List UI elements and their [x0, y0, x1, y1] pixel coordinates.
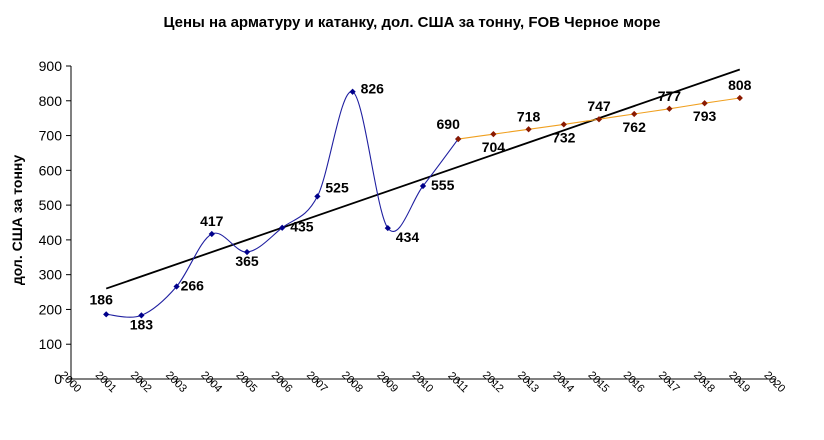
x-tick-label: 2018 [691, 369, 717, 395]
x-tick-label: 2012 [480, 369, 506, 395]
y-tick-label: 400 [39, 232, 63, 248]
trendline-group [105, 68, 741, 290]
y-tick-label: 800 [39, 93, 63, 109]
data-label: 555 [431, 177, 455, 193]
y-tick-label: 900 [39, 58, 63, 74]
data-label: 747 [587, 98, 611, 114]
x-tick-label: 2014 [550, 369, 576, 395]
data-label: 826 [361, 81, 385, 97]
y-axis-title: дол. США за тонну [9, 155, 25, 286]
x-tick-label: 2008 [339, 369, 365, 395]
data-label: 525 [325, 179, 349, 195]
data-point-actual [243, 248, 251, 256]
data-point-forecast [490, 131, 497, 138]
data-label: 183 [130, 316, 154, 332]
data-label: 777 [658, 88, 682, 104]
data-label: 435 [290, 219, 314, 235]
data-label: 417 [200, 213, 224, 229]
series-group [103, 88, 743, 319]
x-tick-label: 2016 [621, 369, 647, 395]
x-tick-label: 2002 [128, 369, 154, 395]
x-tick-label: 2006 [269, 369, 295, 395]
data-point-forecast [666, 105, 673, 112]
data-label: 718 [517, 108, 541, 124]
data-point-forecast [736, 94, 743, 102]
data-label: 704 [482, 139, 506, 155]
data-label: 434 [396, 229, 420, 245]
series-line-actual [106, 91, 459, 318]
data-label: 762 [623, 119, 647, 135]
x-tick-label: 2005 [234, 369, 260, 395]
data-label: 365 [235, 253, 259, 269]
chart-title: Цены на арматуру и катанку, дол. США за … [163, 14, 661, 31]
data-label: 266 [181, 277, 205, 293]
y-tick-label: 100 [39, 336, 63, 352]
data-point-forecast [560, 121, 567, 128]
trend-line [105, 68, 741, 290]
y-tick-label: 300 [39, 267, 63, 283]
data-point-forecast [631, 110, 638, 118]
y-tick-label: 600 [39, 162, 63, 178]
x-tick-label: 2013 [515, 369, 541, 395]
data-point-actual [208, 230, 215, 238]
y-tick-label: 0 [54, 371, 62, 387]
x-tick-label: 2020 [762, 369, 788, 395]
x-tick-label: 2001 [93, 369, 119, 395]
x-tick-label: 2017 [656, 369, 682, 395]
x-tick-label: 2009 [374, 369, 400, 395]
x-tick-label: 2004 [198, 369, 224, 395]
data-point-actual [103, 311, 110, 318]
data-point-actual [173, 283, 180, 290]
x-tick-label: 2007 [304, 369, 330, 395]
data-point-forecast [525, 126, 532, 133]
data-label: 186 [90, 291, 114, 307]
data-labels: 186 183 266 417 365 435 525 826 434 555 690 704 718 7… [90, 77, 752, 332]
data-label: 793 [693, 108, 717, 124]
data-point-forecast [701, 100, 708, 107]
x-tick-label: 2019 [726, 369, 752, 395]
data-point-forecast [455, 135, 462, 143]
y-tick-label: 500 [39, 197, 63, 213]
y-tick-label: 700 [39, 128, 63, 144]
data-label: 732 [552, 129, 576, 145]
data-point-actual [314, 193, 321, 200]
data-label: 808 [728, 77, 752, 93]
y-tick-label: 200 [39, 301, 63, 317]
x-tick-label: 2010 [410, 369, 436, 395]
x-tick-label: 2015 [586, 369, 612, 395]
data-label: 690 [437, 116, 461, 132]
x-tick-label: 2003 [163, 369, 189, 395]
x-tick-label: 2011 [445, 370, 470, 395]
